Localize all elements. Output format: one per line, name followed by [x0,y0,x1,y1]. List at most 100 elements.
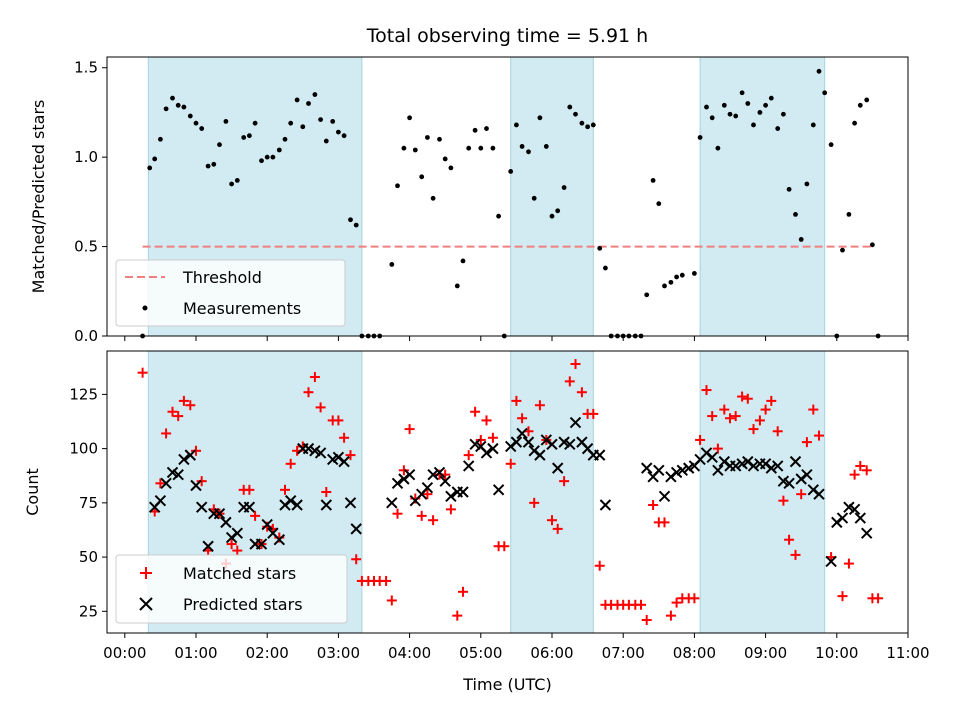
predicted-star-point [783,477,795,490]
measurement-point [751,122,756,128]
measurement-point [810,122,816,128]
ratio-panel-x-ticks [124,336,909,341]
x-tick-label: 06:00 [530,644,573,662]
predicted-star-point [195,501,208,513]
measurement-point [412,147,418,153]
matched-star-point [648,500,659,511]
measurement-point [721,102,727,108]
matched-star-point [636,599,646,610]
x-tick-label: 00:00 [103,644,146,662]
matched-star-point [594,560,605,571]
measurement-point [733,113,739,119]
measurement-point [531,195,537,201]
matched-star-point [458,586,468,597]
predicted-star-point [712,464,724,477]
measurement-point [555,208,561,214]
predicted-star-point [421,481,434,494]
legend-matched-label: Matched stars [183,564,296,583]
measurement-point [573,111,578,117]
measurement-point [757,110,763,115]
count-panel-y-ticks: 25 50 75 100 125 [69,385,107,620]
y-tick-label: 75 [79,494,98,512]
observing-window-span [699,350,826,634]
predicted-star-point [350,523,362,535]
measurement-point [419,174,425,180]
matched-star-point [178,395,189,406]
time-x-axis-label: Time (UTC) [462,675,551,694]
measurement-point [537,115,543,121]
measurement-point [448,165,454,171]
matched-star-point [861,465,872,476]
matched-star-points [137,359,884,625]
matched-star-point [345,450,356,461]
x-tick-label: 10:00 [815,644,858,662]
measurement-point [442,156,448,162]
matched-star-point [398,465,409,476]
measurement-point [727,111,733,117]
matched-star-point [707,411,718,422]
measurement-point [353,222,359,228]
measurement-point [264,154,270,160]
count-legend-box [115,554,348,624]
predicted-star-point [184,449,197,461]
measurement-point [205,163,211,169]
measurement-point [870,242,875,248]
measurement-point [252,120,258,126]
matched-star-point [796,489,807,500]
y-tick-label: 0.0 [74,327,98,345]
predicted-star-point [202,540,214,552]
predicted-star-point [284,494,297,507]
predicted-star-point [640,462,653,474]
matched-star-point [481,415,492,426]
measurement-point [282,136,288,142]
measurement-point [430,195,436,201]
measurement-point [519,144,525,149]
x-tick-label: 03:00 [317,644,360,662]
predicted-star-point [172,468,184,481]
measurement-point [739,90,745,96]
x-tick-label: 02:00 [246,644,289,662]
predicted-star-point [848,503,861,516]
matched-star-point [712,443,723,454]
measurement-point [323,138,329,144]
measurement-point [543,144,549,149]
matched-star-point [280,484,290,495]
y-tick-label: 50 [79,548,98,566]
measurement-point [786,186,792,192]
measurement-point [330,118,336,124]
matched-star-point [849,469,860,480]
matched-star-point [529,497,540,508]
measurement-point [147,165,153,171]
matched-star-point [695,434,706,445]
predicted-star-point [836,512,849,524]
measurement-point [152,156,158,162]
y-tick-label: 1.0 [74,148,98,166]
predicted-star-point [255,538,268,550]
predicted-star-point [653,464,665,477]
measurement-point [259,158,264,164]
matched-star-point [671,597,682,608]
ratio-legend-box [115,259,346,327]
matched-star-point [790,549,801,560]
predicted-star-point [291,499,303,511]
x-tick-label: 11:00 [886,644,929,662]
measurement-point [312,92,318,97]
predicted-star-point [457,486,469,498]
matched-star-point [576,387,587,398]
matched-star-point [814,430,824,441]
matched-star-point [737,391,748,402]
measurement-point [674,274,679,280]
predicted-star-point [747,460,760,472]
measurement-point [389,262,395,267]
predicted-star-point [801,468,813,481]
count-panel: 25 50 75 100 125 00:00 01:00 02:00 03:00 04:00 05… [23,350,930,694]
measurement-point [828,142,834,148]
measurement-point [590,122,596,128]
matched-star-point [315,402,326,413]
measurement-point [804,181,810,187]
x-tick-label: 07:00 [602,644,645,662]
predicted-star-point [243,501,256,513]
matched-star-point [250,510,261,521]
predicted-star-point [178,453,190,466]
matched-star-point [873,593,884,604]
